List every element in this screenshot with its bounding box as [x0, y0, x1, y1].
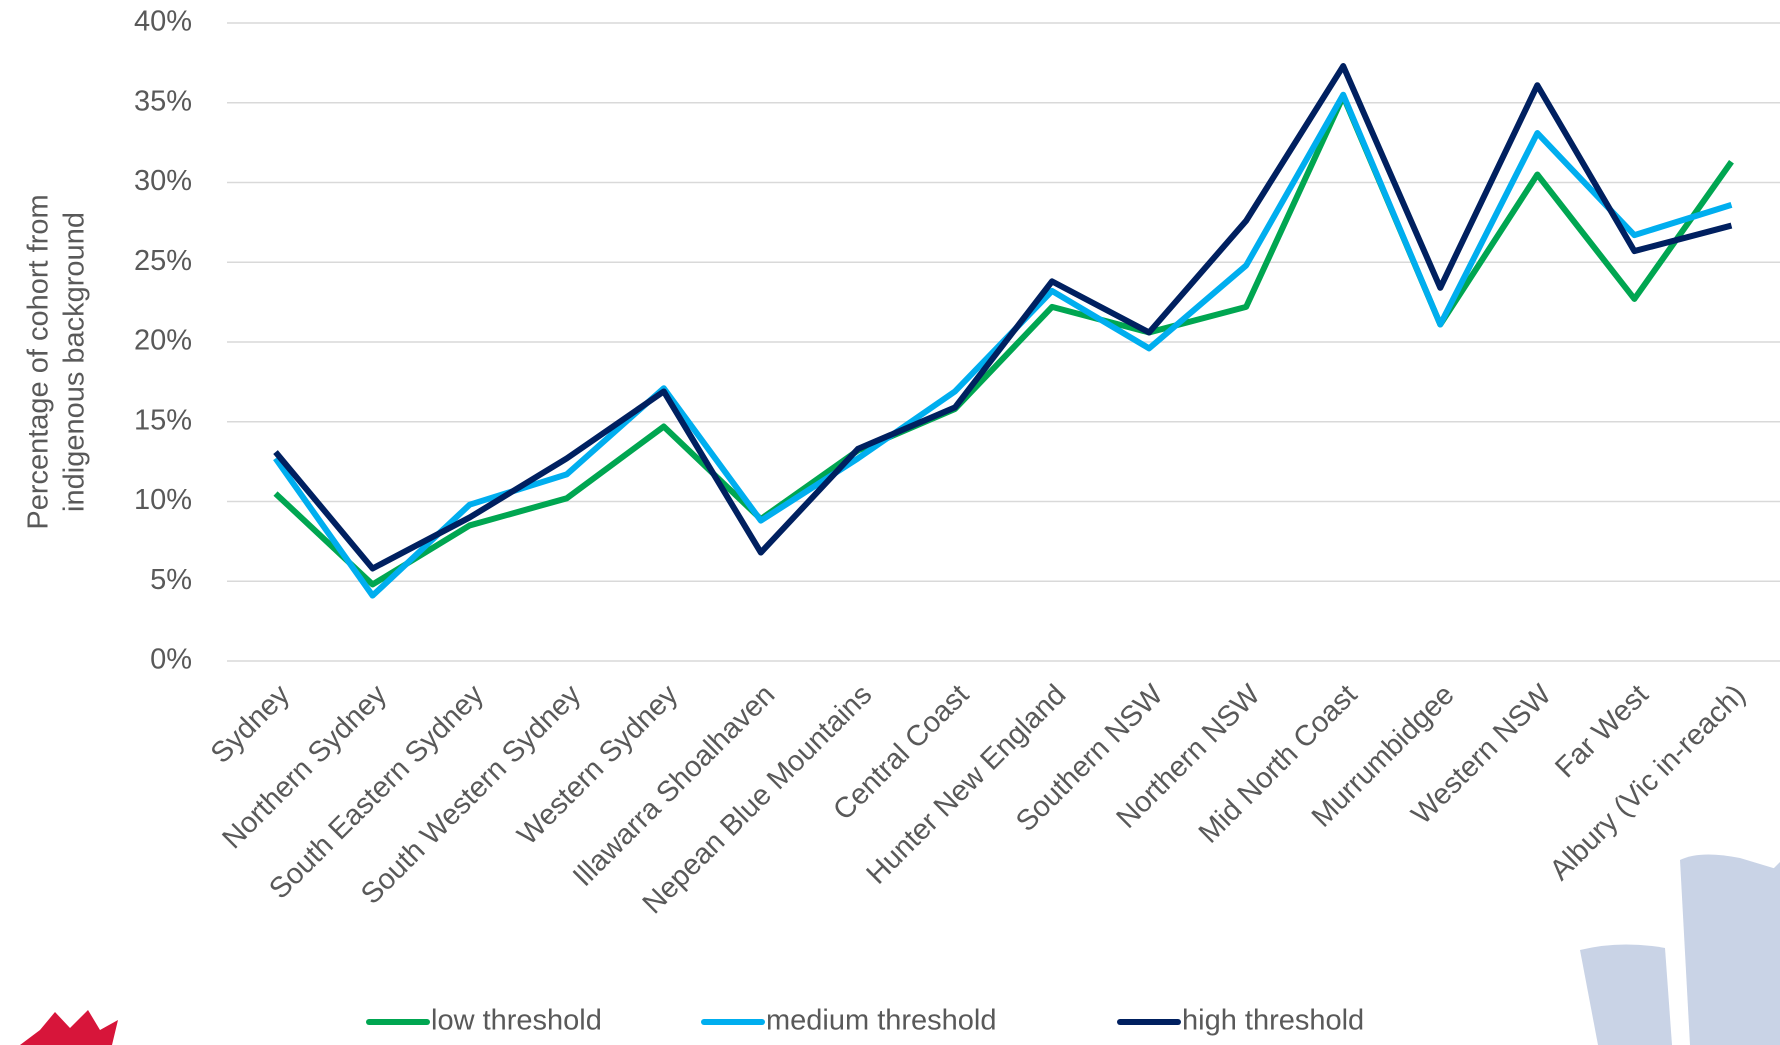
- decoration: [20, 854, 1780, 1045]
- y-tick-label: 0%: [150, 644, 192, 676]
- series-line: [273, 93, 1734, 588]
- x-tick-label: Northern Sydney: [216, 678, 393, 855]
- y-axis-title: indigenous background: [59, 212, 91, 512]
- y-tick-label: 20%: [134, 325, 192, 357]
- x-tick-label: Sydney: [205, 678, 296, 769]
- y-tick-label: 10%: [134, 484, 192, 516]
- y-axis-title: Percentage of cohort from: [23, 194, 55, 529]
- y-tick-label: 25%: [134, 245, 192, 277]
- y-tick-label: 35%: [134, 85, 192, 117]
- y-tick-label: 40%: [134, 6, 192, 38]
- legend-label: medium threshold: [766, 1005, 997, 1037]
- y-tick-label: 5%: [150, 564, 192, 596]
- x-tick-label: Western Sydney: [511, 678, 684, 851]
- legend-label: high threshold: [1182, 1005, 1364, 1037]
- y-tick-label: 30%: [134, 165, 192, 197]
- y-tick-label: 15%: [134, 404, 192, 436]
- series-line: [273, 63, 1733, 572]
- legend-label: low threshold: [431, 1005, 602, 1037]
